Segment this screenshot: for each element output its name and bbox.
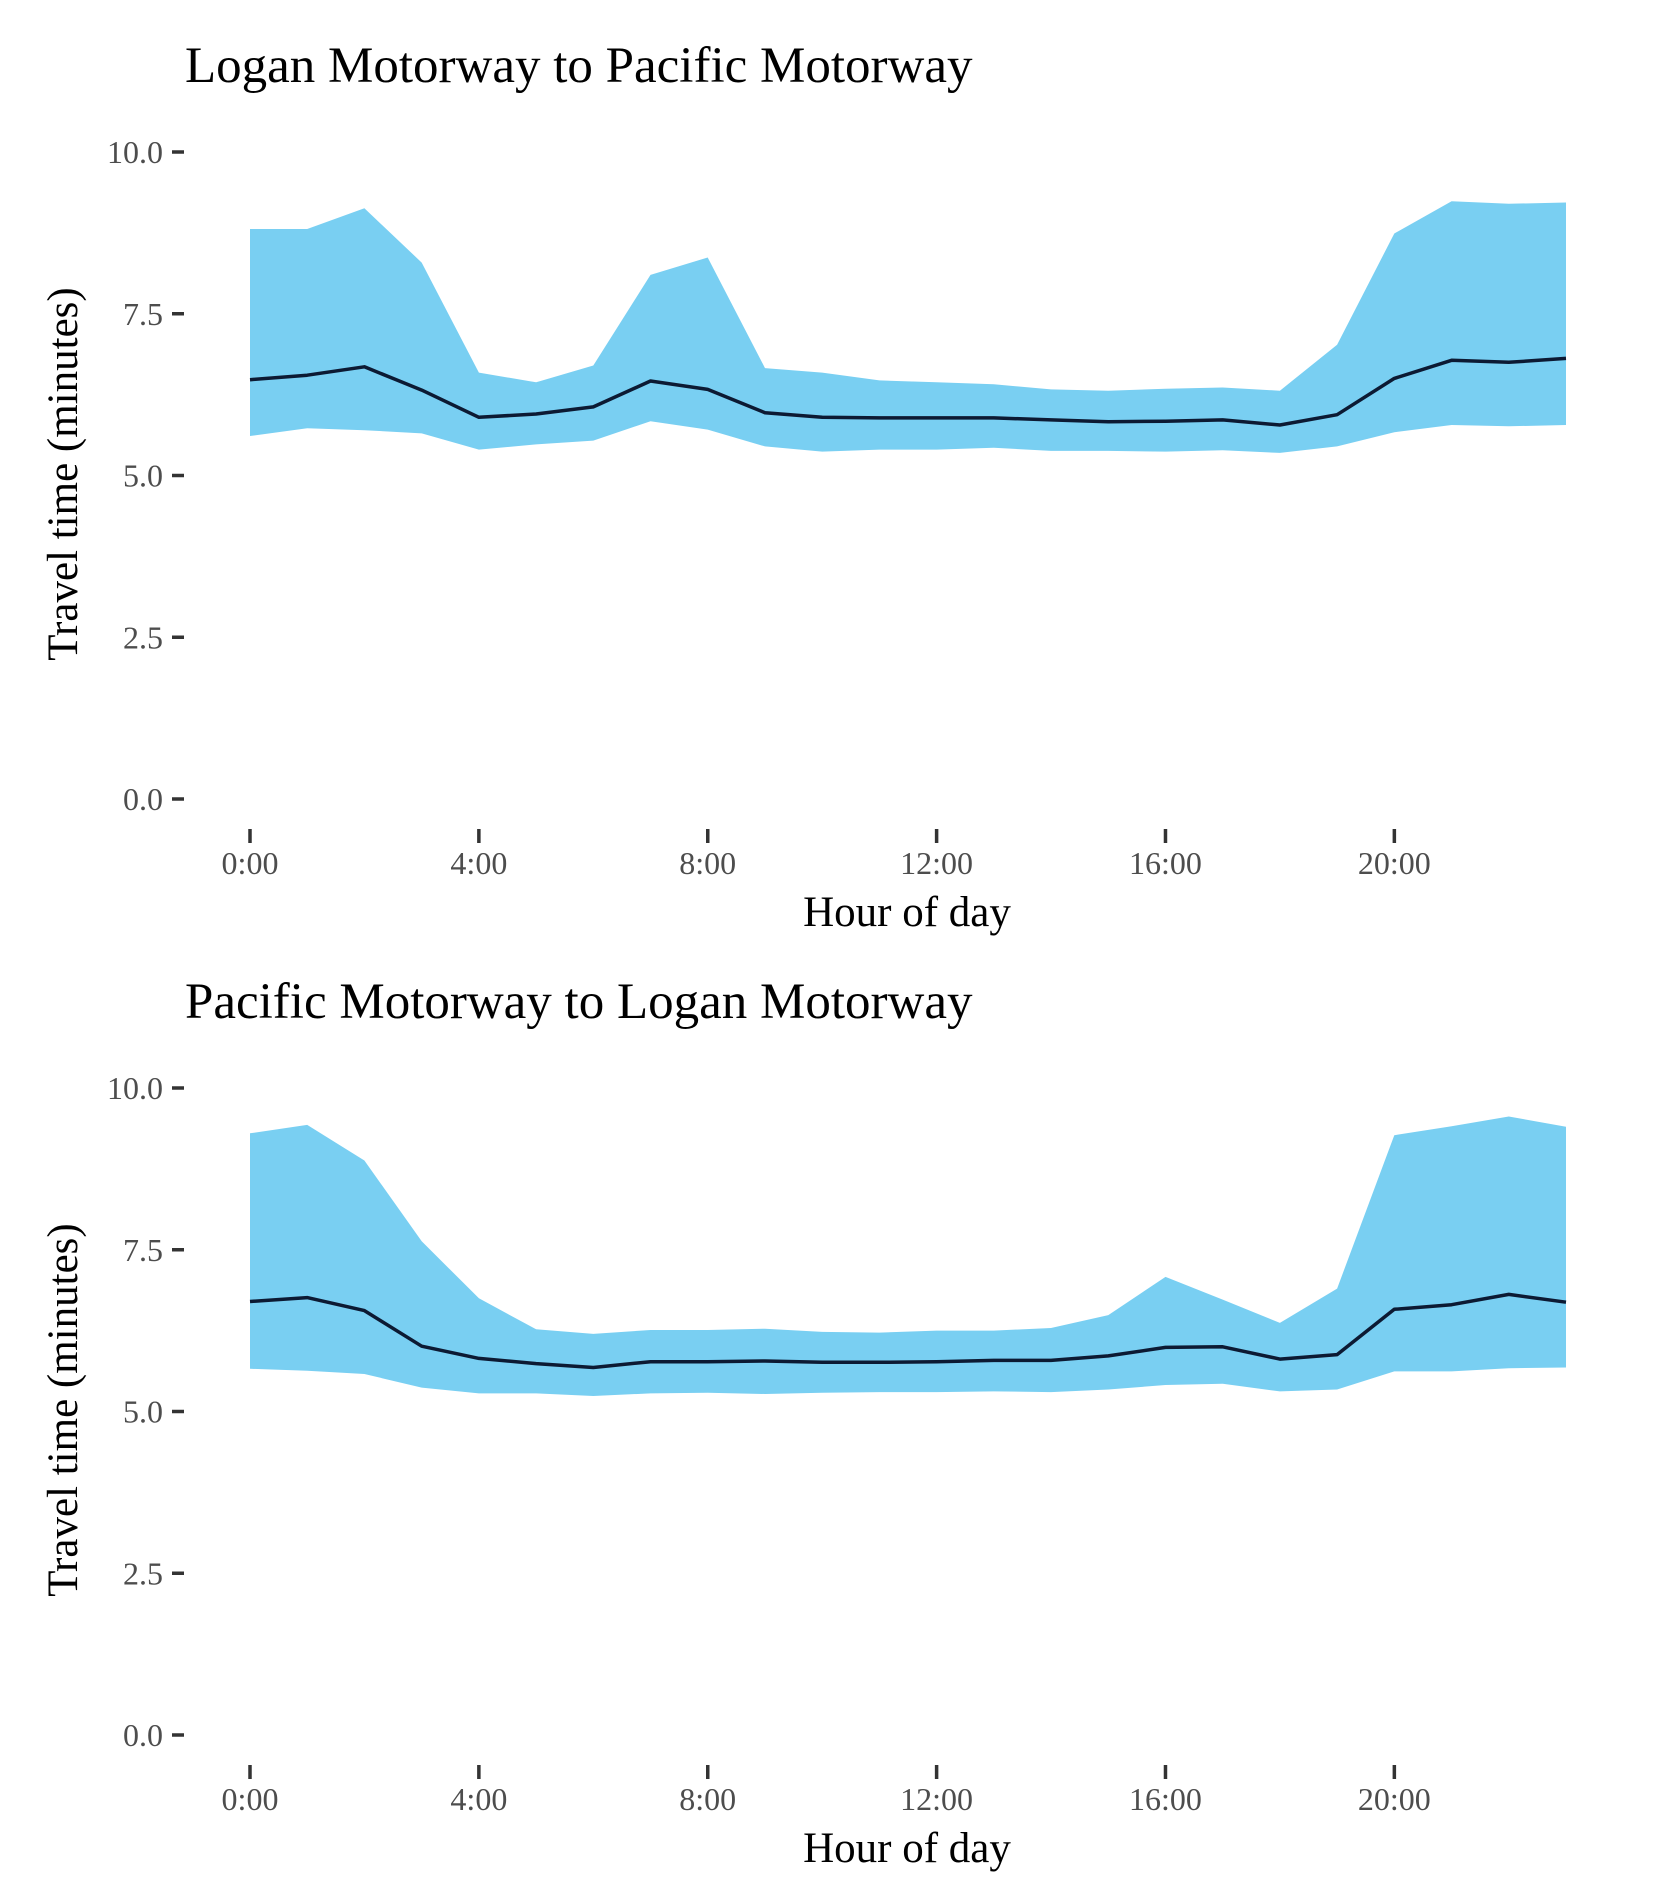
x-tick-label: 0:00	[222, 845, 279, 881]
chart-title: Logan Motorway to Pacific Motorway	[185, 38, 973, 94]
y-tick-label: 0.0	[123, 1717, 163, 1753]
x-axis-title: Hour of day	[803, 889, 1011, 936]
median-line	[249, 356, 1567, 427]
y-tick-label: 7.5	[123, 296, 163, 332]
x-tick-label: 16:00	[1129, 1781, 1202, 1817]
y-axis-title: Travel time (minutes)	[40, 1223, 87, 1596]
y-tick-label: 2.5	[123, 1555, 163, 1591]
y-tick-label: 5.0	[123, 458, 163, 494]
interval-band	[250, 1116, 1566, 1396]
x-tick-label: 4:00	[450, 1781, 507, 1817]
x-tick-label: 12:00	[900, 1781, 973, 1817]
y-tick-label: 0.0	[123, 781, 163, 817]
chart-panel-bottom: Pacific Motorway to Logan Motorway Trave…	[40, 974, 1567, 1872]
x-tick-label: 8:00	[679, 845, 736, 881]
x-tick-label: 12:00	[900, 845, 973, 881]
x-tick-label: 16:00	[1129, 845, 1202, 881]
y-tick-label: 5.0	[123, 1394, 163, 1430]
x-tick-label: 0:00	[222, 1781, 279, 1817]
x-tick-label: 4:00	[450, 845, 507, 881]
y-tick-label: 7.5	[123, 1232, 163, 1268]
x-tick-label: 20:00	[1358, 845, 1431, 881]
y-tick-label: 2.5	[123, 619, 163, 655]
chart-title: Pacific Motorway to Logan Motorway	[185, 974, 973, 1030]
y-tick-label: 10.0	[107, 1070, 163, 1106]
x-tick-label: 20:00	[1358, 1781, 1431, 1817]
chart-panel-top: Logan Motorway to Pacific Motorway Trave…	[40, 38, 1567, 936]
median-line	[249, 1292, 1567, 1370]
y-tick-label: 10.0	[107, 134, 163, 170]
interval-band	[250, 201, 1566, 453]
y-axis-title: Travel time (minutes)	[40, 287, 87, 660]
x-tick-label: 8:00	[679, 1781, 736, 1817]
x-axis-title: Hour of day	[803, 1825, 1011, 1872]
